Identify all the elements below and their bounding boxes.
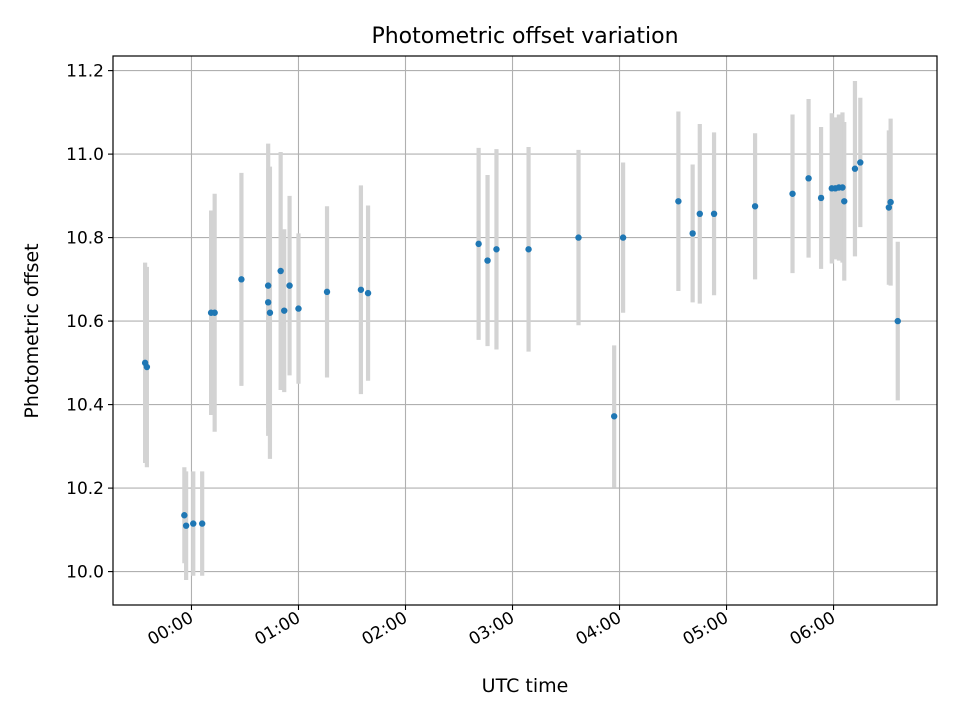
grid: [113, 56, 937, 605]
data-point: [357, 286, 365, 293]
data-point: [689, 230, 696, 237]
data-point: [190, 520, 197, 527]
data-point: [211, 309, 218, 316]
data-point: [857, 159, 864, 166]
data-point: [281, 307, 288, 314]
data-point: [805, 175, 812, 182]
data-point: [484, 257, 491, 264]
data-point: [264, 282, 272, 289]
y-tick-label: 10.0: [66, 563, 104, 583]
data-point: [710, 210, 718, 218]
data-point: [525, 246, 532, 253]
y-tick-label: 11.0: [66, 145, 104, 165]
data-point: [364, 289, 372, 297]
data-point: [696, 210, 703, 218]
data-point: [894, 317, 901, 325]
data-point: [475, 240, 482, 248]
data-point: [851, 165, 859, 172]
data-point: [493, 246, 500, 253]
y-tick-label: 10.4: [66, 396, 104, 416]
data-point: [277, 267, 284, 275]
data-point: [575, 234, 582, 241]
data-point: [181, 512, 188, 519]
data-point: [885, 204, 893, 211]
y-tick-label: 10.8: [66, 229, 104, 249]
data-point: [887, 198, 894, 206]
y-tick-label: 10.2: [66, 479, 104, 499]
data-point: [266, 309, 274, 316]
data-point: [817, 194, 825, 202]
data-point: [198, 520, 206, 527]
data-point: [675, 198, 682, 205]
y-axis: 10.0 10.2 10.4 10.6 10.8 11.0 11.2: [66, 62, 113, 583]
chart-title: Photometric offset variation: [371, 24, 678, 49]
data-point: [264, 299, 272, 306]
data-point: [751, 203, 759, 210]
data-point: [789, 190, 796, 197]
data-point: [839, 184, 846, 191]
y-tick-label: 11.2: [66, 62, 104, 82]
data-point: [610, 413, 618, 420]
plot-frame: [112, 55, 938, 606]
data-point: [182, 522, 190, 529]
data-points: [141, 159, 901, 529]
data-point: [619, 234, 627, 241]
y-axis-label: Photometric offset: [21, 243, 43, 418]
x-axis-label: UTC time: [482, 675, 569, 697]
y-tick-label: 10.6: [66, 312, 104, 332]
data-point: [143, 363, 151, 371]
data-point: [238, 276, 245, 283]
data-point: [295, 305, 302, 312]
data-point: [841, 198, 848, 205]
data-point: [286, 282, 293, 289]
data-point: [323, 288, 331, 296]
